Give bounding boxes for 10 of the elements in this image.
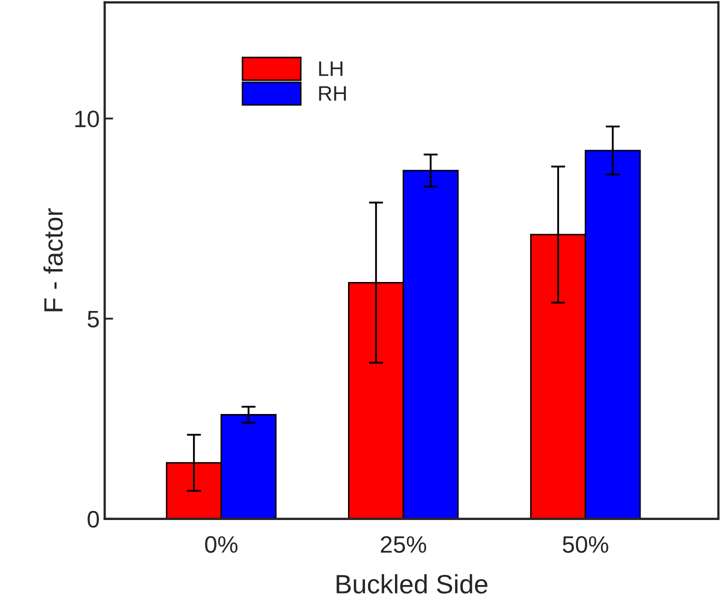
- legend-label: LH: [319, 61, 342, 76]
- y-tick-label: 5: [88, 310, 99, 328]
- legend-label: RH: [319, 86, 346, 101]
- x-tick-label: 50%: [562, 536, 608, 553]
- y-axis-title: F - factor: [43, 208, 63, 312]
- y-tick-label: 0: [88, 510, 99, 528]
- y-tick-label: 10: [75, 110, 99, 128]
- x-tick-label: 25%: [380, 536, 426, 553]
- x-axis-title: Buckled Side: [336, 574, 488, 594]
- x-tick-label: 0%: [205, 536, 238, 553]
